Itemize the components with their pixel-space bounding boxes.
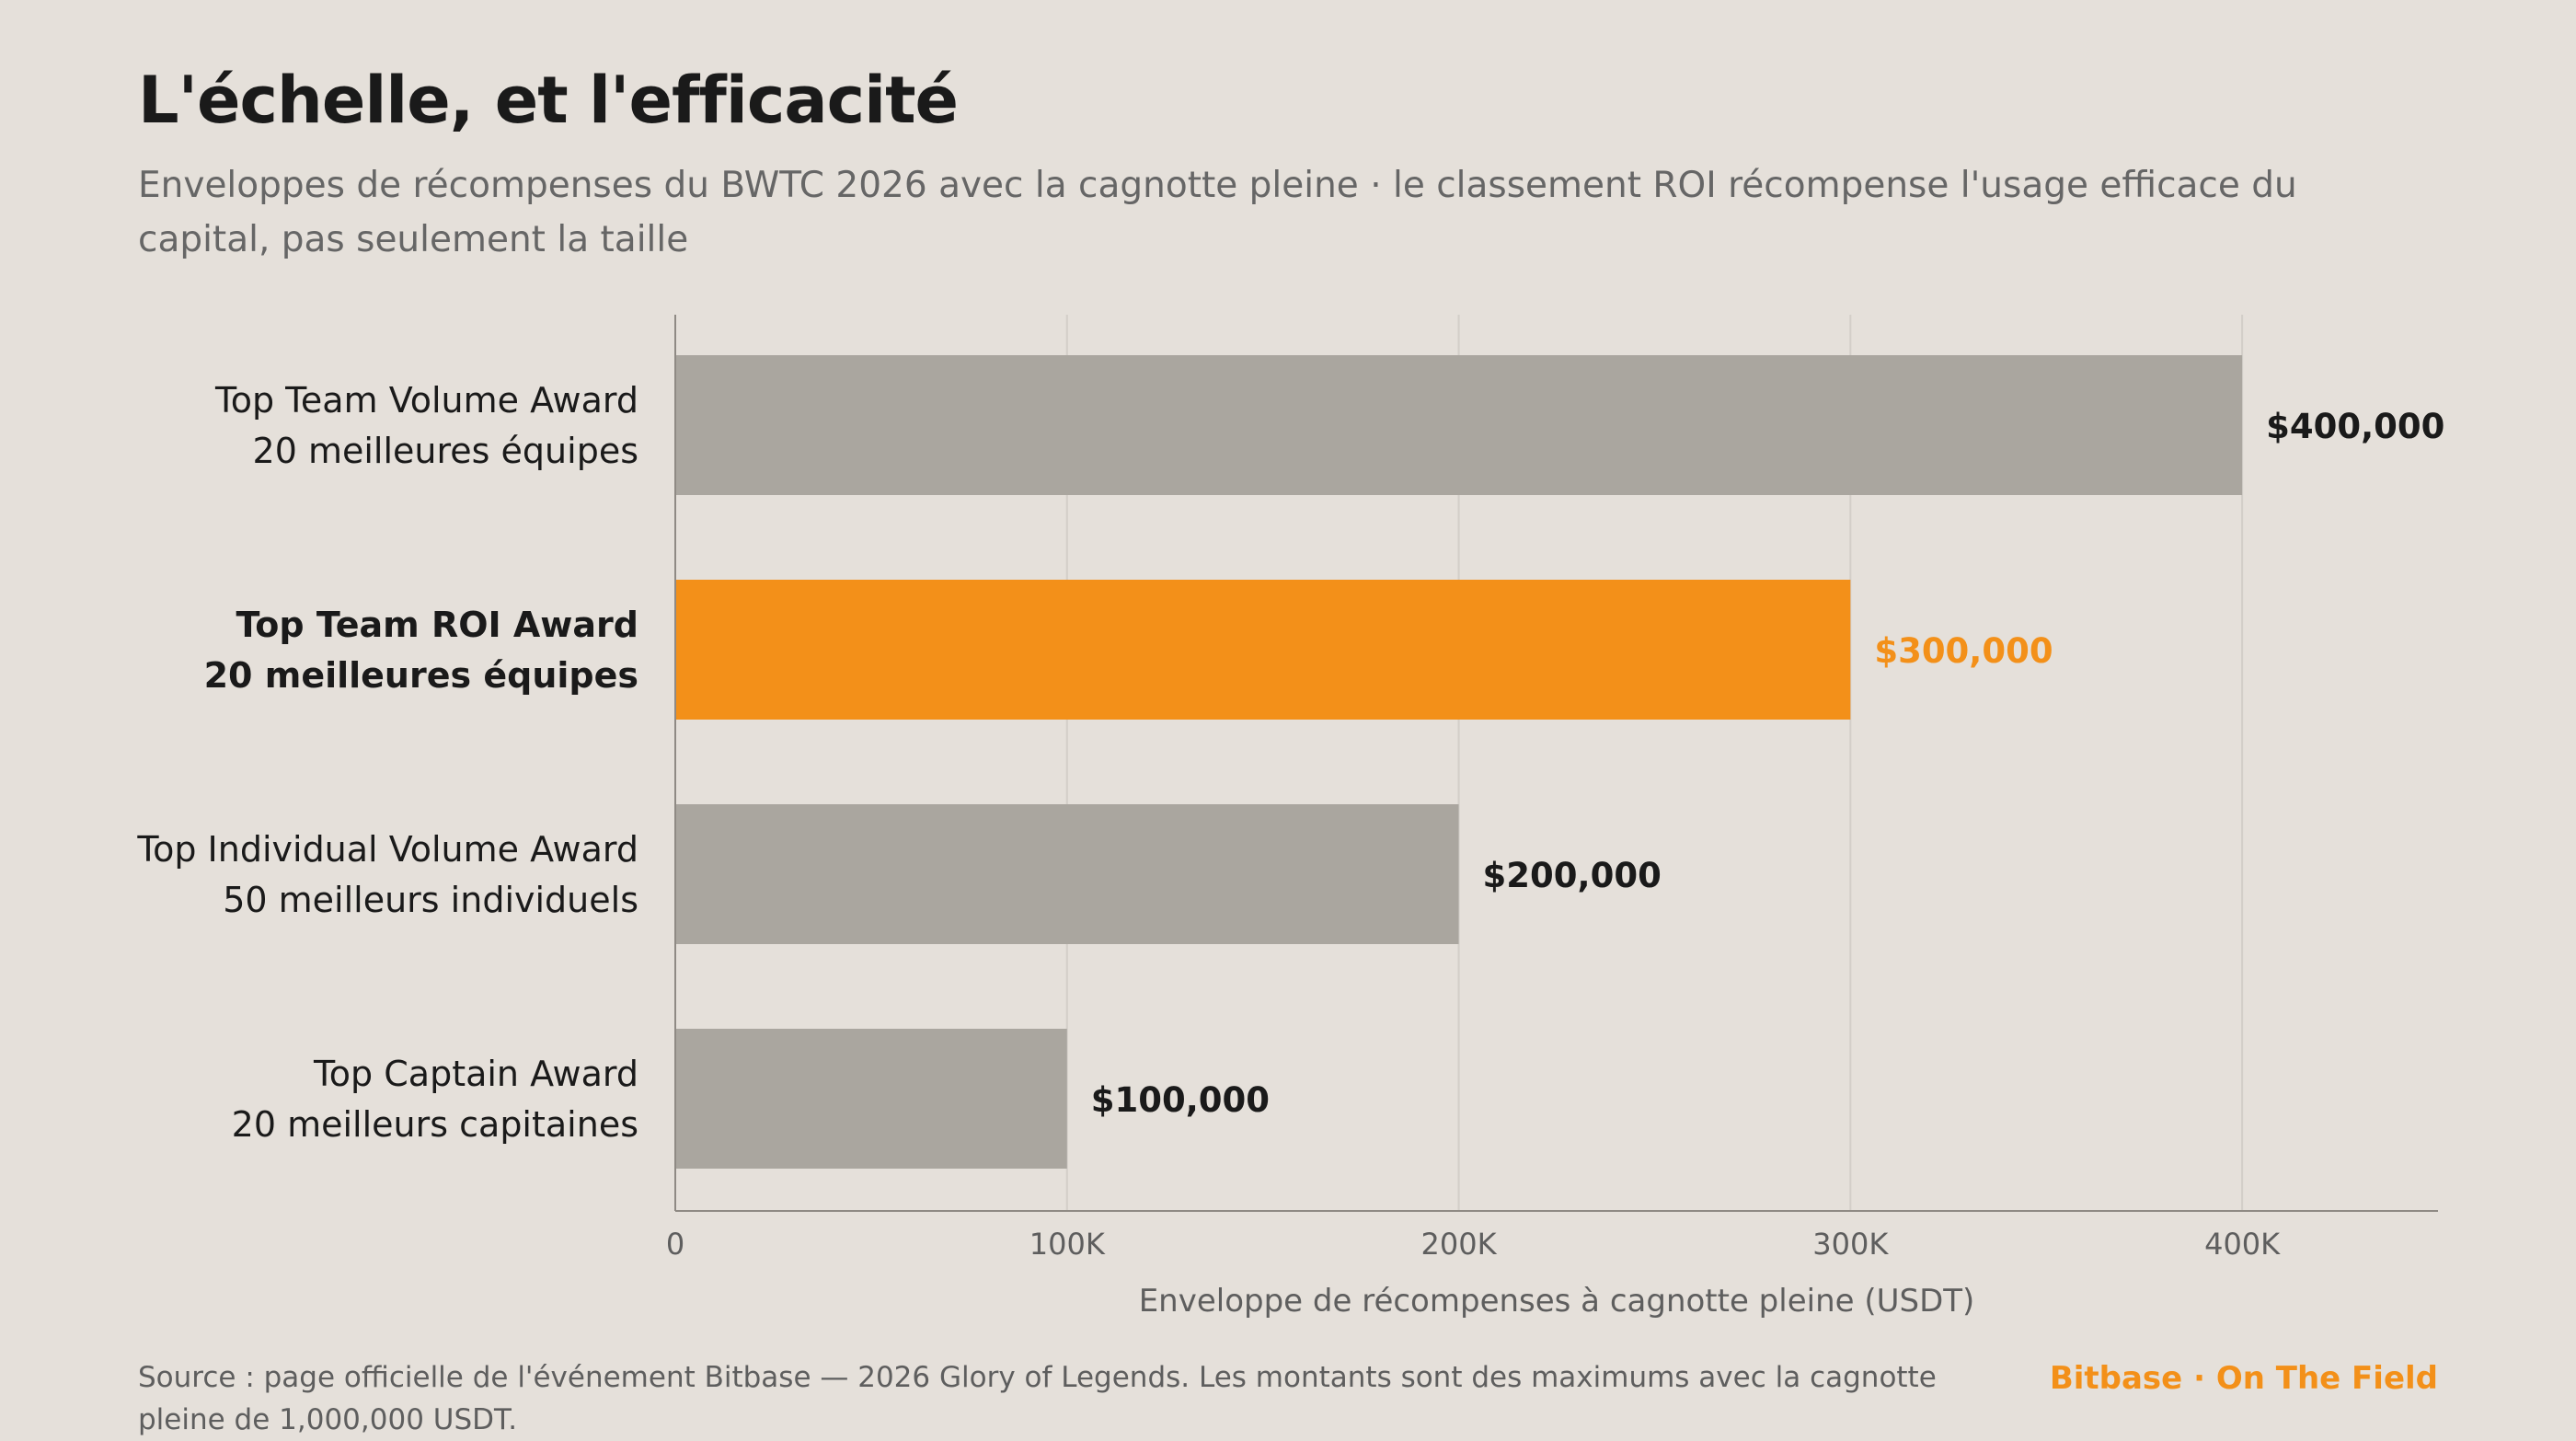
bar [675, 1029, 1067, 1169]
bar [675, 804, 1459, 944]
category-label: Top Captain Award [313, 1054, 638, 1094]
x-axis: 0 100K 200K 300K 400K Enveloppe de récompense… [666, 315, 2438, 1320]
category-label: Top Team Volume Award [214, 380, 638, 421]
category-label: Top Individual Volume Award [136, 829, 638, 870]
value-labels: $400,000 $300,000 $200,000 $100,000 [1091, 407, 2445, 1120]
category-sublabel: 20 meilleures équipes [204, 655, 638, 696]
x-tick-label: 0 [666, 1227, 684, 1262]
x-tick-label: 400K [2204, 1227, 2281, 1262]
x-axis-label: Enveloppe de récompenses à cagnotte plei… [1139, 1283, 1975, 1320]
category-sublabel: 50 meilleurs individuels [223, 880, 638, 920]
bar [675, 580, 1851, 720]
x-tick-label: 100K [1029, 1227, 1106, 1262]
bars [675, 355, 2243, 1169]
x-tick-label: 200K [1421, 1227, 1498, 1262]
value-label: $200,000 [1483, 856, 1662, 895]
source-note: Source : page officielle de l'événement … [138, 1361, 1937, 1436]
category-sublabel: 20 meilleurs capitaines [232, 1104, 638, 1145]
category-label: Top Team ROI Award [236, 605, 638, 645]
value-label: $400,000 [2266, 407, 2444, 446]
category-sublabel: 20 meilleures équipes [253, 431, 638, 471]
bar [675, 355, 2243, 495]
category-labels: Top Team Volume Award 20 meilleures équip… [136, 380, 638, 1145]
chart-title: L'échelle, et l'efficacité [138, 63, 959, 138]
value-label: $100,000 [1091, 1080, 1270, 1120]
chart-subtitle: Enveloppes de récompenses du BWTC 2026 a… [138, 165, 2297, 260]
x-tick-label: 300K [1812, 1227, 1889, 1262]
brand-label: Bitbase · On The Field [2049, 1360, 2438, 1397]
value-label: $300,000 [1874, 631, 2053, 671]
bar-chart: Top Team Volume Award 20 meilleures équip… [136, 315, 2445, 1320]
